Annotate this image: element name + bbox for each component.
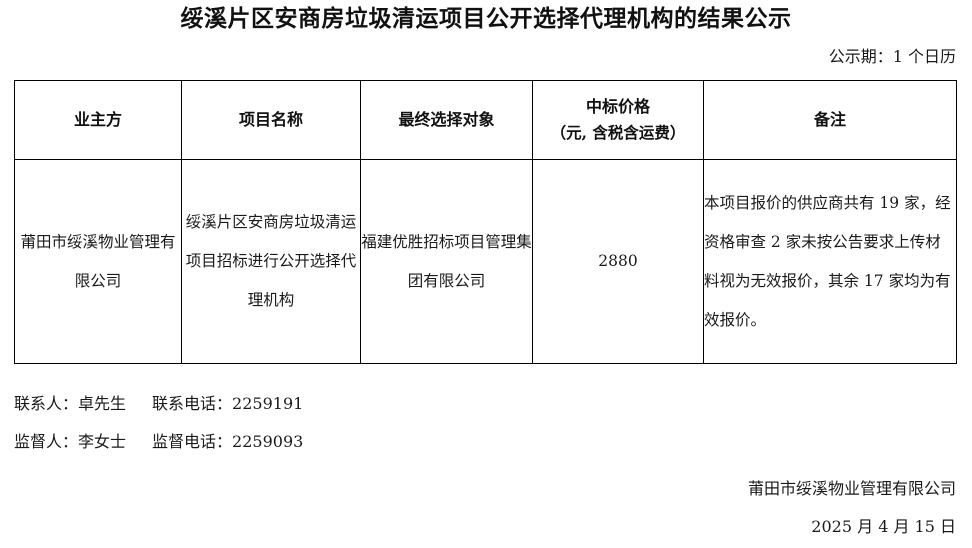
column-header-owner: 业主方 [14, 80, 182, 160]
column-header-project-name-label: 项目名称 [238, 110, 303, 129]
column-header-winning-price-label: 中标价格 [585, 97, 650, 116]
column-header-winning-price-unit: （元, 含税含运费） [550, 123, 686, 142]
cell-owner: 莆田市绥溪物业管理有限公司 [14, 159, 182, 364]
table-header-row: 业主方 项目名称 最终选择对象 中标价格 （元, 含税含运费） 备注 [14, 80, 957, 160]
footer-issuer: 莆田市绥溪物业管理有限公司 [747, 479, 956, 498]
supervisor-person-label: 监督人： [14, 432, 79, 451]
footer-date: 2025 月 4 月 15 日 [811, 517, 956, 536]
column-header-final-selection-label: 最终选择对象 [398, 110, 495, 129]
table-row: 莆田市绥溪物业管理有限公司 绥溪片区安商房垃圾清运项目招标进行公开选择代理机构 … [14, 159, 957, 364]
cell-final-selection: 福建优胜招标项目管理集团有限公司 [360, 159, 533, 364]
column-header-final-selection: 最终选择对象 [360, 80, 533, 160]
contact-row-supervisor: 监督人：李女士 监督电话：2259093 [14, 423, 303, 461]
cell-remark: 本项目报价的供应商共有 19 家，经资格审查 2 家未按公告要求上传材料视为无效… [703, 159, 957, 364]
contact-row-person: 联系人：卓先生 联系电话：2259191 [14, 385, 303, 423]
supervisor-person-value: 李女士 [78, 432, 127, 451]
footer-block: 莆田市绥溪物业管理有限公司 2025 月 4 月 15 日 [748, 470, 956, 546]
supervisor-phone-label: 监督电话： [152, 432, 233, 451]
notice-period-text: 公示期：1 个日历 [828, 47, 956, 66]
supervisor-phone-value: 2259093 [232, 432, 304, 451]
contact-phone-value: 2259191 [232, 394, 304, 413]
contact-person-value: 卓先生 [78, 394, 127, 413]
cell-winning-price: 2880 [532, 159, 704, 364]
column-header-owner-label: 业主方 [73, 110, 122, 129]
contact-phone-label: 联系电话： [152, 394, 233, 413]
column-header-project-name: 项目名称 [181, 80, 361, 160]
table-body: 莆田市绥溪物业管理有限公司 绥溪片区安商房垃圾清运项目招标进行公开选择代理机构 … [14, 159, 957, 364]
column-header-remark-label: 备注 [813, 110, 846, 129]
column-header-remark: 备注 [703, 80, 957, 160]
cell-project-name: 绥溪片区安商房垃圾清运项目招标进行公开选择代理机构 [181, 159, 361, 364]
contact-person-label: 联系人： [14, 394, 79, 413]
contact-block: 联系人：卓先生 联系电话：2259191 监督人：李女士 监督电话：2259093 [14, 385, 303, 461]
column-header-winning-price: 中标价格 （元, 含税含运费） [532, 80, 704, 160]
table-header: 业主方 项目名称 最终选择对象 中标价格 （元, 含税含运费） 备注 [14, 80, 957, 160]
page-title: 绥溪片区安商房垃圾清运项目公开选择代理机构的结果公示 [180, 5, 792, 32]
result-table: 业主方 项目名称 最终选择对象 中标价格 （元, 含税含运费） 备注 莆田 [14, 80, 957, 364]
